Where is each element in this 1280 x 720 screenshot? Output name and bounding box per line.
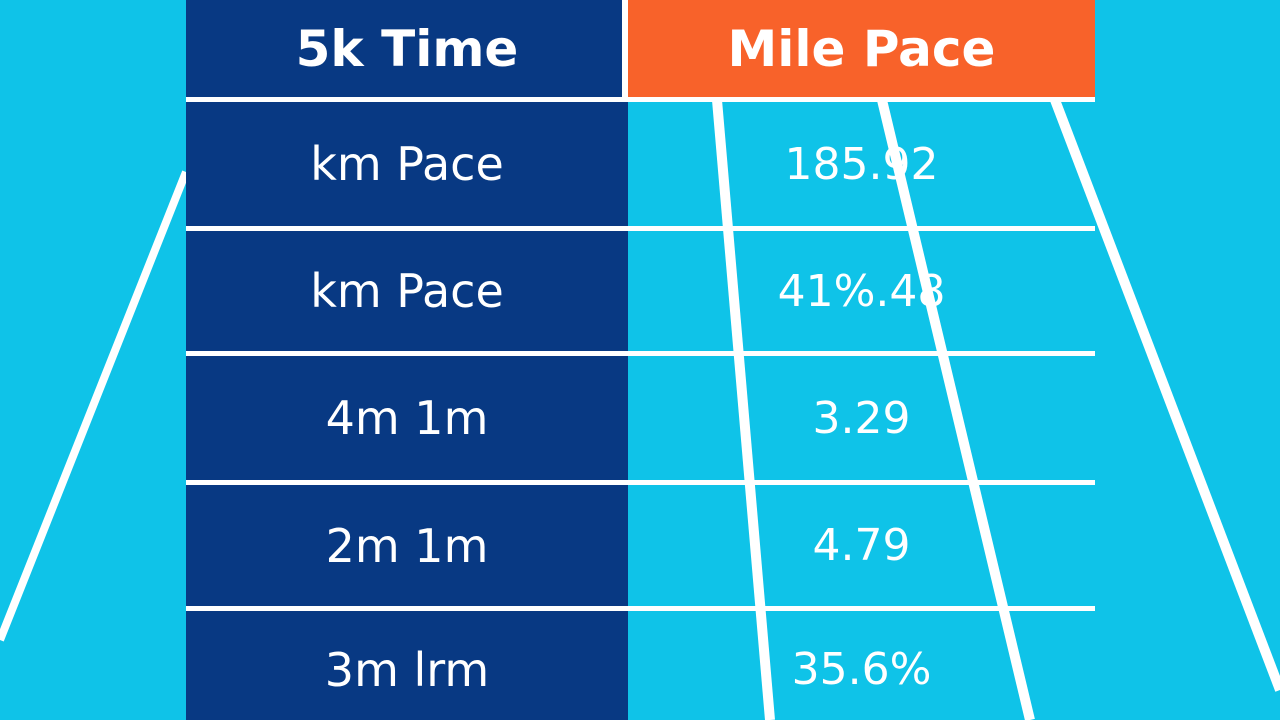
row-divider [186, 351, 1095, 356]
row-divider [186, 97, 1095, 102]
table-row-2-pace: 41%.48 [777, 265, 946, 317]
table-row-5-pace: 35.6% [791, 644, 932, 695]
table-row-1-time: km Pace [310, 137, 504, 191]
time-column-background [186, 0, 628, 720]
row-divider [186, 226, 1095, 231]
pace-header-background [628, 0, 1095, 98]
table-row-3-pace: 3.29 [812, 392, 911, 444]
track-lane-line [712, 99, 775, 720]
table-row-4-time: 2m 1m [325, 518, 489, 573]
track-lane-line [1050, 98, 1280, 692]
table-row-1-pace: 185.92 [784, 138, 939, 190]
row-divider [186, 606, 1095, 611]
header-5k-time: 5k Time [295, 20, 519, 78]
table-row-3-time: 4m 1m [325, 391, 489, 445]
pace-table: 5k Time Mile Pace km Pace 185.92 km Pace… [186, 0, 1095, 720]
table-row-2-time: km Pace [310, 264, 504, 318]
header-mile-pace: Mile Pace [727, 20, 996, 78]
track-lane-line [877, 98, 1035, 720]
table-row-5-time: 3m lrm [324, 642, 490, 697]
track-lane-line [0, 170, 190, 642]
header-divider [622, 0, 628, 98]
row-divider [186, 480, 1095, 485]
table-row-4-pace: 4.79 [812, 520, 911, 571]
